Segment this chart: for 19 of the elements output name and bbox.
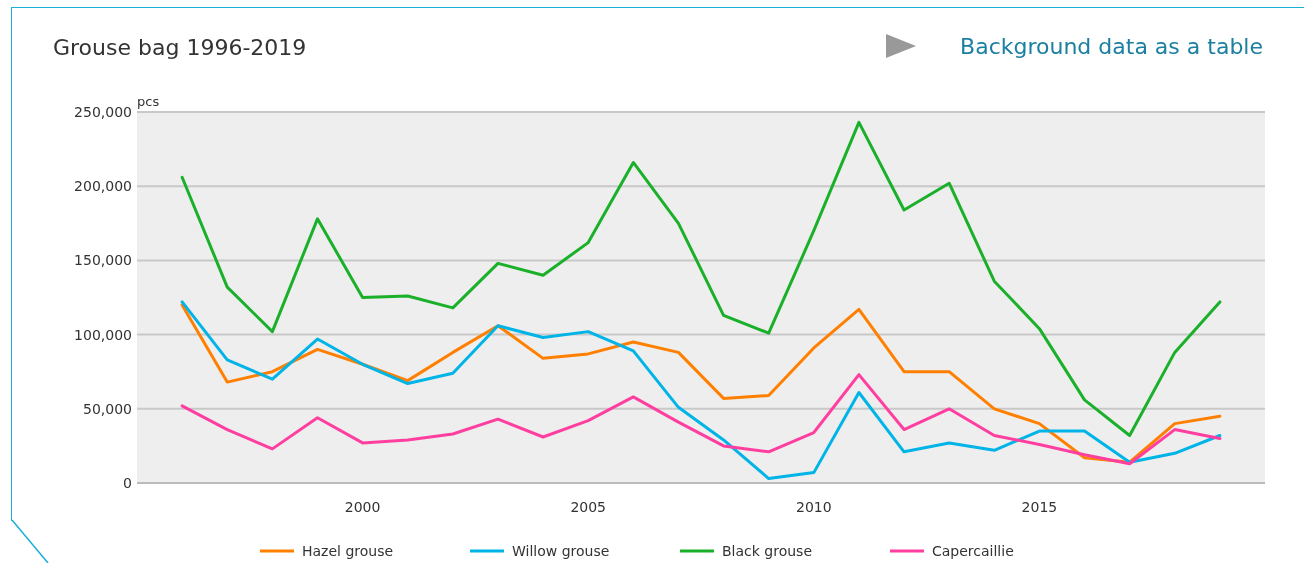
y-tick-label: 50,000 xyxy=(83,400,132,417)
line-series xyxy=(180,120,1222,438)
y-tick-label: 100,000 xyxy=(74,326,132,343)
legend-label: Capercaillie xyxy=(932,543,1014,559)
x-tick-label: 2015 xyxy=(1021,499,1058,515)
y-tick-label: 0 xyxy=(123,475,132,491)
legend-label: Hazel grouse xyxy=(302,543,394,559)
legend-label: Black grouse xyxy=(722,543,813,559)
x-tick-label: 2000 xyxy=(344,499,381,515)
line-series xyxy=(180,373,1222,466)
x-tick-label: 2010 xyxy=(795,499,832,515)
legend-label: Willow grouse xyxy=(512,543,610,559)
y-tick-label: 250,000 xyxy=(74,104,132,120)
y-tick-label: 200,000 xyxy=(74,178,132,195)
x-tick-label: 2005 xyxy=(570,499,607,515)
y-tick-label: 150,000 xyxy=(74,252,132,269)
y-axis-title: pcs xyxy=(137,94,160,109)
text: Background data as a table xyxy=(960,34,1263,59)
chart-title: Grouse bag 1996-2019 xyxy=(53,35,307,60)
